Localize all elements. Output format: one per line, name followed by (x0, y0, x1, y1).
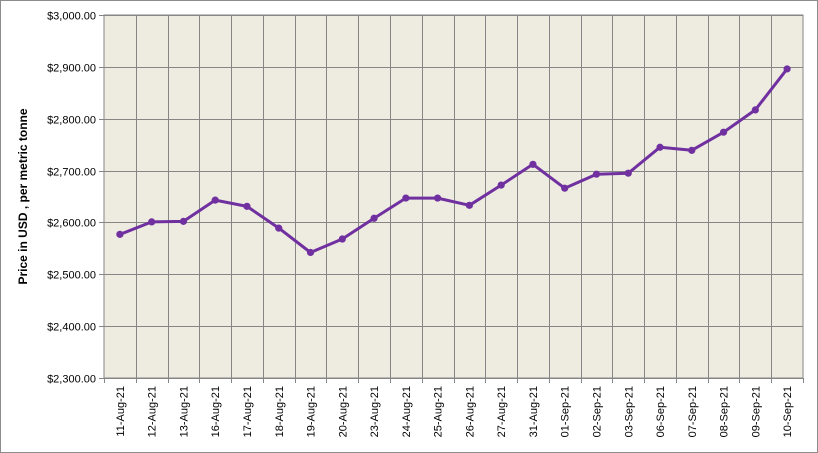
y-tick-label: $3,000.00 (47, 11, 96, 23)
x-tick-label: 08-Sep-21 (719, 386, 731, 437)
data-point (751, 106, 759, 114)
data-point (211, 196, 219, 204)
x-tick-label: 25-Aug-21 (433, 386, 445, 437)
data-point (561, 184, 569, 192)
x-tick-label: 23-Aug-21 (369, 386, 381, 437)
horizontal-gridlines (99, 15, 803, 379)
plot-area (103, 14, 804, 379)
data-point (719, 128, 728, 136)
x-tick-label: 24-Aug-21 (401, 386, 413, 437)
data-point (465, 201, 473, 209)
x-tick-label: 18-Aug-21 (274, 386, 286, 437)
x-tick-label: 16-Aug-21 (210, 386, 222, 437)
data-point (370, 214, 378, 222)
y-tick-label: $2,900.00 (47, 63, 96, 75)
data-point (116, 230, 124, 238)
x-tick-label: 10-Sep-21 (782, 386, 794, 437)
y-axis-tick-labels: $2,300.00 $2,400.00 $2,500.00 $2,600.00 $2,7… (47, 11, 96, 386)
y-tick-label: $2,400.00 (47, 322, 96, 334)
x-tick-label: 27-Aug-21 (496, 386, 508, 437)
x-tick-label: 12-Aug-21 (147, 386, 159, 437)
x-tick-label: 11-Aug-21 (115, 386, 127, 437)
y-axis-label: Price in USD , per metric tonne (16, 108, 30, 284)
data-point (179, 217, 188, 225)
data-point (148, 218, 156, 226)
y-tick-label: $2,800.00 (47, 115, 96, 127)
data-point (529, 160, 537, 168)
data-point (306, 248, 315, 257)
data-point (402, 194, 410, 202)
x-tick-label: 17-Aug-21 (242, 386, 254, 437)
data-point (624, 169, 632, 177)
y-tick-label: $2,700.00 (47, 167, 96, 179)
series-line (119, 67, 789, 254)
data-point (592, 170, 601, 178)
y-tick-label: $2,300.00 (47, 374, 96, 386)
x-tick-label: 01-Sep-21 (560, 386, 572, 437)
data-point (275, 224, 283, 232)
data-point (688, 146, 696, 154)
data-point (656, 143, 664, 151)
x-tick-label: 20-Aug-21 (337, 386, 349, 437)
x-tick-label: 26-Aug-21 (464, 386, 476, 437)
x-tick-label: 13-Aug-21 (178, 386, 190, 437)
y-tick-label: $2,600.00 (47, 218, 96, 230)
x-tick-label: 06-Sep-21 (655, 386, 667, 437)
x-tick-label: 31-Aug-21 (528, 386, 540, 437)
x-axis-tick-labels: 11-Aug-21 12-Aug-21 13-Aug-21 16-Aug-21 17-A… (115, 386, 794, 437)
x-tick-label: 19-Aug-21 (306, 386, 318, 437)
x-tick-label: 03-Sep-21 (623, 386, 635, 437)
data-point (434, 194, 442, 202)
x-tick-label: 09-Sep-21 (750, 386, 762, 437)
data-point (243, 202, 251, 210)
x-tick-label: 07-Sep-21 (687, 386, 699, 437)
data-point (783, 65, 791, 73)
data-point (497, 181, 505, 189)
data-point-markers (116, 65, 791, 257)
x-tick-label: 02-Sep-21 (591, 386, 603, 437)
data-point (338, 235, 346, 243)
y-tick-label: $2,500.00 (47, 270, 96, 282)
